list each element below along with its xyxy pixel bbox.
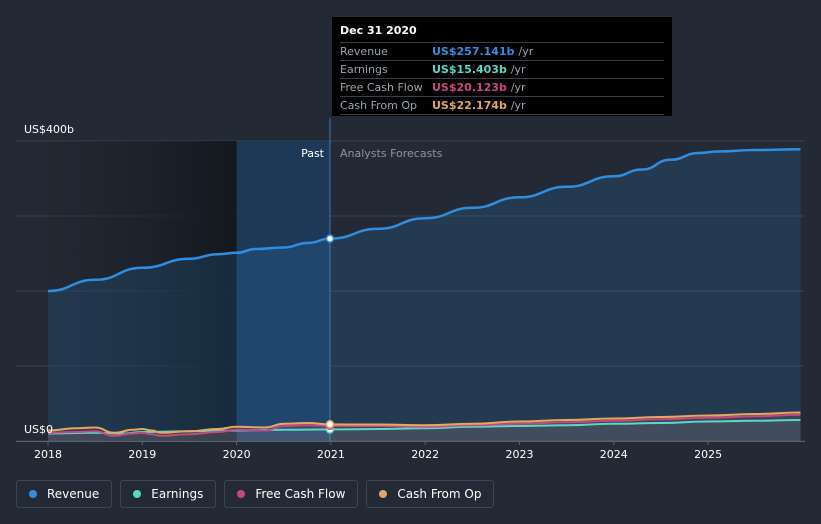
tooltip-date: Dec 31 2020	[340, 24, 417, 37]
legend-item-free-cash-flow[interactable]: Free Cash Flow	[224, 480, 359, 508]
series-area-revenue	[48, 149, 801, 442]
legend-label: Revenue	[47, 487, 100, 501]
tooltip-value: US$22.174b	[432, 99, 507, 112]
forecast-label: Analysts Forecasts	[340, 147, 443, 160]
tooltip-label: Free Cash Flow	[340, 81, 423, 94]
past-region	[48, 118, 331, 441]
tooltip-unit: /yr	[510, 99, 526, 112]
tooltip-row-free-cash-flow: Free Cash Flow US$20.123b /yr	[340, 78, 664, 96]
series-line-cash-from-op	[47, 411, 801, 434]
x-tick-label: 2018	[34, 448, 62, 461]
legend-item-earnings[interactable]: Earnings	[120, 480, 217, 508]
tooltip-unit: /yr	[518, 45, 534, 58]
x-tick-label: 2022	[411, 448, 439, 461]
hover-markers	[325, 234, 335, 434]
series-area-earnings	[48, 420, 801, 441]
tooltip-value: US$20.123b	[432, 81, 507, 94]
dot-icon	[237, 490, 246, 498]
legend-item-cash-from-op[interactable]: Cash From Op	[366, 480, 495, 508]
legend-label: Earnings	[151, 487, 204, 501]
x-axis: 2018 2019 2020 2021 2022 2023 2024 2025	[34, 441, 722, 461]
x-tick-label: 2024	[600, 448, 628, 461]
x-tick-label: 2021	[317, 448, 345, 461]
dot-icon	[379, 490, 388, 498]
series-lines	[47, 148, 801, 437]
dot-icon	[29, 490, 37, 498]
tooltip-label: Earnings	[340, 63, 388, 76]
tooltip-value: US$257.141b	[432, 45, 515, 58]
past-label: Past	[301, 147, 325, 160]
tooltip: Dec 31 2020 Revenue US$257.141b /yr Earn…	[332, 17, 672, 116]
tooltip-row-cash-from-op: Cash From Op US$22.174b /yr	[340, 96, 664, 115]
series-line-free-cash-flow	[47, 413, 801, 437]
y-axis-bottom-label: US$0	[24, 423, 53, 436]
tooltip-label: Cash From Op	[340, 99, 418, 112]
x-tick-label: 2023	[506, 448, 534, 461]
tooltip-value: US$15.403b	[432, 63, 507, 76]
highlight-band	[236, 141, 330, 441]
marker-revenue	[325, 234, 335, 243]
tooltip-label: Revenue	[340, 45, 388, 58]
legend-item-revenue[interactable]: Revenue	[16, 480, 113, 508]
past-shade	[48, 141, 237, 441]
x-tick-label: 2019	[128, 448, 156, 461]
dot-icon	[133, 490, 142, 498]
y-axis-top-label: US$400b	[24, 123, 74, 136]
x-tick-label: 2020	[223, 448, 251, 461]
tooltip-row-earnings: Earnings US$15.403b /yr	[340, 60, 664, 78]
x-tick-label: 2025	[694, 448, 722, 461]
marker-cash-from-op	[325, 420, 335, 429]
tooltip-row-revenue: Revenue US$257.141b /yr	[340, 42, 664, 60]
series-line-revenue	[47, 148, 801, 293]
legend-label: Cash From Op	[397, 487, 482, 501]
legend-label: Free Cash Flow	[255, 487, 346, 501]
tooltip-unit: /yr	[510, 63, 526, 76]
tooltip-unit: /yr	[510, 81, 526, 94]
legend: Revenue Earnings Free Cash Flow Cash Fro…	[16, 480, 495, 508]
